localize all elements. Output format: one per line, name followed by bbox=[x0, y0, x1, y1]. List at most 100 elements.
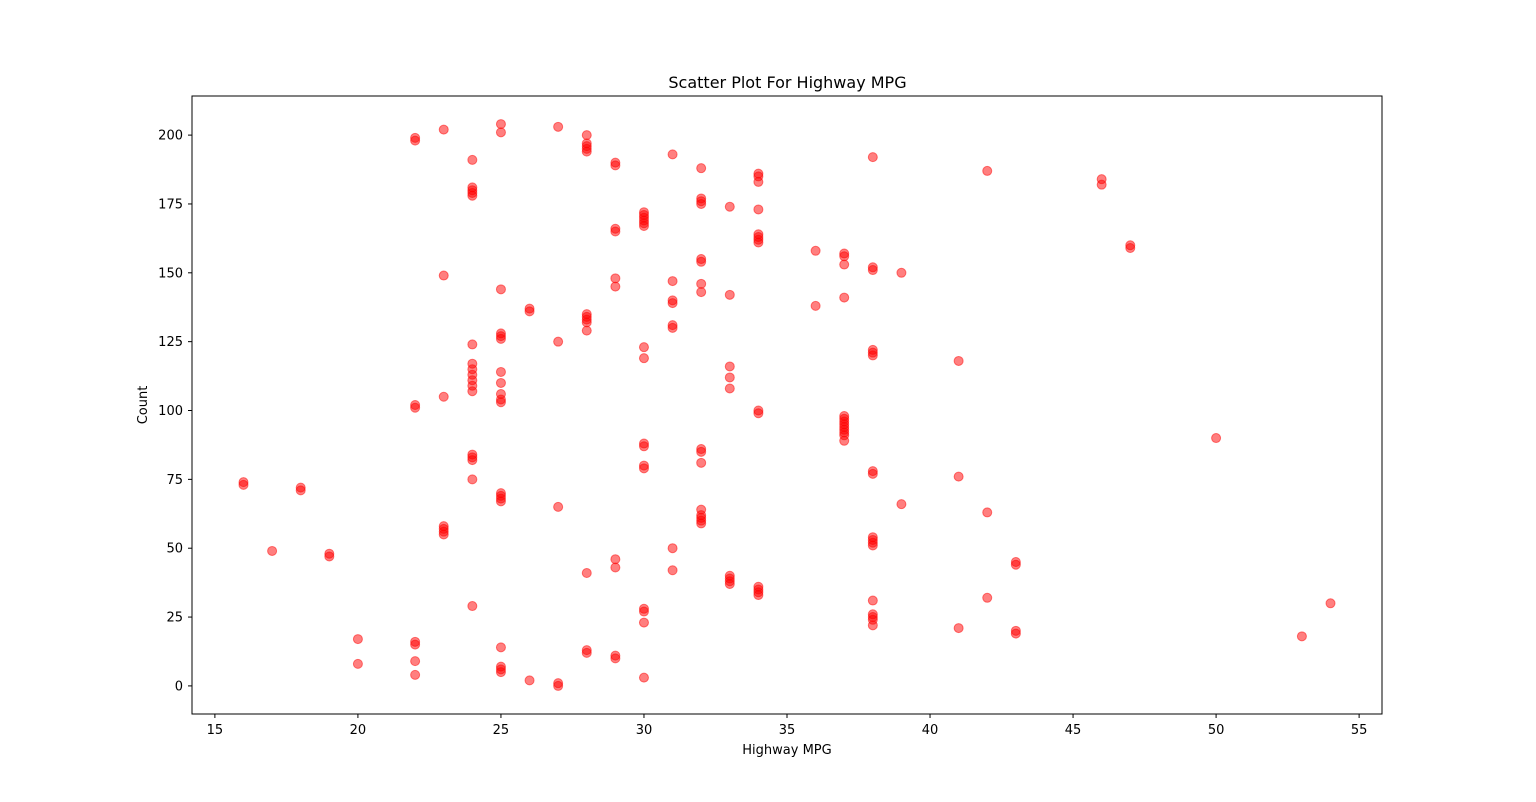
data-point bbox=[410, 402, 421, 413]
data-point bbox=[696, 446, 707, 457]
x-tick-label: 45 bbox=[1065, 723, 1082, 738]
data-point bbox=[553, 501, 564, 512]
data-point bbox=[1010, 559, 1021, 570]
data-point bbox=[638, 353, 649, 364]
data-point bbox=[896, 499, 907, 510]
y-axis-label: Count bbox=[136, 386, 151, 425]
data-point bbox=[524, 306, 535, 317]
data-point bbox=[352, 658, 363, 669]
data-point bbox=[867, 152, 878, 163]
data-point bbox=[867, 595, 878, 606]
data-point bbox=[610, 273, 621, 284]
data-point bbox=[638, 441, 649, 452]
data-point bbox=[581, 146, 592, 157]
y-tick-label: 125 bbox=[158, 335, 183, 350]
data-point bbox=[610, 281, 621, 292]
data-point bbox=[467, 455, 478, 466]
data-point bbox=[495, 333, 506, 344]
data-point bbox=[982, 165, 993, 176]
data-point bbox=[610, 562, 621, 573]
data-point bbox=[438, 124, 449, 135]
data-point bbox=[953, 471, 964, 482]
y-tick-label: 50 bbox=[166, 542, 183, 557]
data-point bbox=[438, 529, 449, 540]
data-point bbox=[982, 592, 993, 603]
data-point bbox=[438, 270, 449, 281]
data-point bbox=[1010, 628, 1021, 639]
x-axis: 15 20 25 30 35 40 45 50 55 bbox=[207, 714, 1368, 738]
data-point bbox=[696, 287, 707, 298]
data-point bbox=[724, 383, 735, 394]
data-point bbox=[495, 397, 506, 408]
data-point bbox=[638, 463, 649, 474]
data-point bbox=[724, 372, 735, 383]
data-point bbox=[667, 322, 678, 333]
data-point bbox=[1211, 433, 1222, 444]
data-point bbox=[495, 377, 506, 388]
data-point bbox=[238, 479, 249, 490]
y-tick-label: 175 bbox=[158, 197, 183, 212]
data-point bbox=[495, 284, 506, 295]
y-tick-label: 75 bbox=[166, 473, 183, 488]
data-point bbox=[495, 119, 506, 130]
data-point bbox=[1325, 598, 1336, 609]
x-tick-label: 25 bbox=[493, 723, 510, 738]
y-axis: 0 25 50 75 100 125 150 175 200 bbox=[158, 129, 192, 694]
data-point bbox=[696, 278, 707, 289]
data-point bbox=[352, 634, 363, 645]
data-point bbox=[896, 267, 907, 278]
data-point bbox=[410, 639, 421, 650]
chart-title: Scatter Plot For Highway MPG bbox=[668, 73, 906, 92]
data-point bbox=[495, 642, 506, 653]
x-tick-label: 40 bbox=[922, 723, 939, 738]
data-point bbox=[696, 163, 707, 174]
data-point bbox=[495, 496, 506, 507]
data-point bbox=[839, 292, 850, 303]
x-tick-label: 35 bbox=[779, 723, 796, 738]
data-point bbox=[638, 606, 649, 617]
data-point bbox=[553, 680, 564, 691]
y-tick-label: 200 bbox=[158, 129, 183, 144]
y-tick-label: 0 bbox=[175, 679, 183, 694]
data-point bbox=[724, 579, 735, 590]
y-tick-label: 25 bbox=[166, 611, 183, 626]
data-point bbox=[753, 408, 764, 419]
data-point bbox=[638, 672, 649, 683]
data-point bbox=[467, 190, 478, 201]
data-point bbox=[753, 590, 764, 601]
data-point bbox=[581, 130, 592, 141]
data-point bbox=[867, 620, 878, 631]
data-point bbox=[495, 366, 506, 377]
data-point bbox=[495, 667, 506, 678]
x-tick-label: 50 bbox=[1208, 723, 1225, 738]
data-point bbox=[696, 457, 707, 468]
data-point bbox=[724, 201, 735, 212]
data-point bbox=[667, 276, 678, 287]
data-point bbox=[324, 551, 335, 562]
data-point bbox=[553, 336, 564, 347]
data-point bbox=[753, 237, 764, 248]
data-point bbox=[867, 540, 878, 551]
data-point bbox=[638, 342, 649, 353]
data-point bbox=[581, 325, 592, 336]
data-point bbox=[581, 317, 592, 328]
data-point bbox=[467, 154, 478, 165]
data-point bbox=[867, 468, 878, 479]
data-point bbox=[839, 435, 850, 446]
data-point bbox=[610, 226, 621, 237]
points-layer bbox=[238, 119, 1336, 691]
data-point bbox=[295, 485, 306, 496]
data-point bbox=[953, 355, 964, 366]
data-point bbox=[1296, 631, 1307, 642]
data-point bbox=[696, 518, 707, 529]
data-point bbox=[467, 601, 478, 612]
data-point bbox=[839, 259, 850, 270]
data-point bbox=[867, 265, 878, 276]
data-point bbox=[810, 245, 821, 256]
x-tick-label: 55 bbox=[1351, 723, 1368, 738]
data-point bbox=[724, 289, 735, 300]
data-point bbox=[267, 545, 278, 556]
data-point bbox=[610, 160, 621, 171]
